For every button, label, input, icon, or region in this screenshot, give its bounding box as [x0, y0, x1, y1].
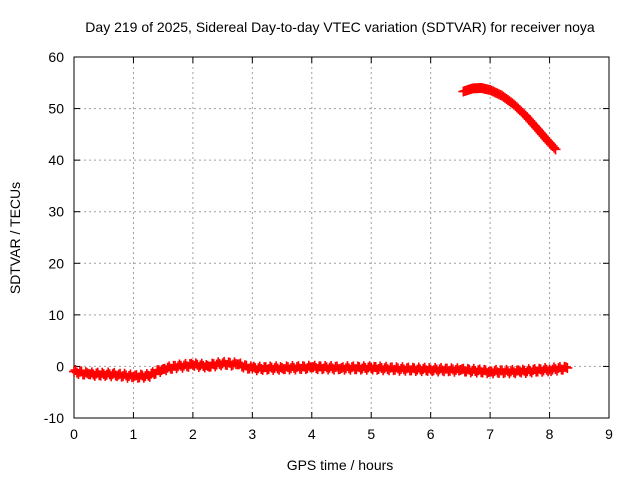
- y-axis-tick-labels: -10 0 10 20 30 40 50 60: [44, 49, 64, 426]
- data-point: [549, 142, 560, 153]
- y-tick-label: 60: [48, 49, 64, 65]
- y-axis-label: SDTVAR / TECUs: [7, 182, 23, 294]
- data-point: [560, 362, 571, 373]
- x-tick-label: 6: [427, 426, 435, 442]
- y-tick-label: 40: [48, 152, 64, 168]
- x-tick-label: 8: [546, 426, 554, 442]
- data-point: [229, 357, 240, 368]
- y-tick-label: 50: [48, 101, 64, 117]
- data-point: [547, 141, 558, 152]
- x-tick-label: 7: [486, 426, 494, 442]
- x-tick-label: 5: [367, 426, 375, 442]
- x-tick-label: 3: [248, 426, 256, 442]
- x-tick-label: 2: [189, 426, 197, 442]
- x-axis-label: GPS time / hours: [287, 457, 394, 473]
- y-tick-label: -10: [44, 410, 64, 426]
- y-tick-label: 30: [48, 204, 64, 220]
- x-tick-label: 4: [308, 426, 316, 442]
- x-axis-tick-labels: 0 1 2 3 4 5 6 7 8 9: [70, 426, 613, 442]
- data-point: [529, 120, 540, 131]
- data-point: [517, 107, 528, 118]
- series-near-zero-track: [69, 356, 573, 383]
- series-high-arc: [458, 82, 561, 155]
- data-point: [538, 131, 549, 142]
- data-point: [392, 363, 403, 374]
- x-tick-label: 9: [605, 426, 613, 442]
- y-tick-label: 10: [48, 307, 64, 323]
- x-tick-label: 0: [70, 426, 78, 442]
- chart-title: Day 219 of 2025, Sidereal Day-to-day VTE…: [85, 19, 595, 35]
- x-tick-label: 1: [130, 426, 138, 442]
- plot-frame: [73, 56, 610, 419]
- data-series-layer: [69, 82, 573, 383]
- y-tick-label: 0: [56, 358, 64, 374]
- y-tick-label: 20: [48, 255, 64, 271]
